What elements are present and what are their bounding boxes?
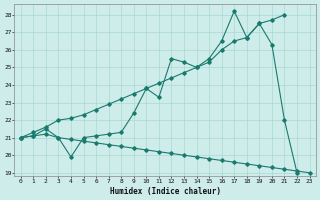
X-axis label: Humidex (Indice chaleur): Humidex (Indice chaleur)	[110, 187, 220, 196]
